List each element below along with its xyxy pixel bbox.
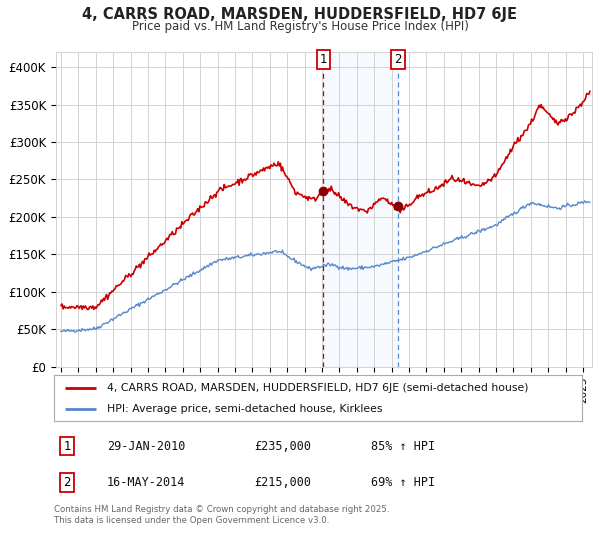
- Text: 1: 1: [320, 53, 327, 67]
- Text: 16-MAY-2014: 16-MAY-2014: [107, 476, 185, 489]
- Text: 2: 2: [64, 476, 71, 489]
- Text: 85% ↑ HPI: 85% ↑ HPI: [371, 440, 435, 452]
- Text: 1: 1: [64, 440, 71, 452]
- Text: Price paid vs. HM Land Registry's House Price Index (HPI): Price paid vs. HM Land Registry's House …: [131, 20, 469, 32]
- Text: Contains HM Land Registry data © Crown copyright and database right 2025.
This d: Contains HM Land Registry data © Crown c…: [54, 505, 389, 525]
- Text: HPI: Average price, semi-detached house, Kirklees: HPI: Average price, semi-detached house,…: [107, 404, 382, 414]
- Text: 4, CARRS ROAD, MARSDEN, HUDDERSFIELD, HD7 6JE: 4, CARRS ROAD, MARSDEN, HUDDERSFIELD, HD…: [83, 7, 517, 22]
- Text: £215,000: £215,000: [254, 476, 311, 489]
- Text: £235,000: £235,000: [254, 440, 311, 452]
- Text: 69% ↑ HPI: 69% ↑ HPI: [371, 476, 435, 489]
- Text: 4, CARRS ROAD, MARSDEN, HUDDERSFIELD, HD7 6JE (semi-detached house): 4, CARRS ROAD, MARSDEN, HUDDERSFIELD, HD…: [107, 382, 528, 393]
- Text: 29-JAN-2010: 29-JAN-2010: [107, 440, 185, 452]
- Text: 2: 2: [394, 53, 402, 67]
- Bar: [323, 52, 398, 367]
